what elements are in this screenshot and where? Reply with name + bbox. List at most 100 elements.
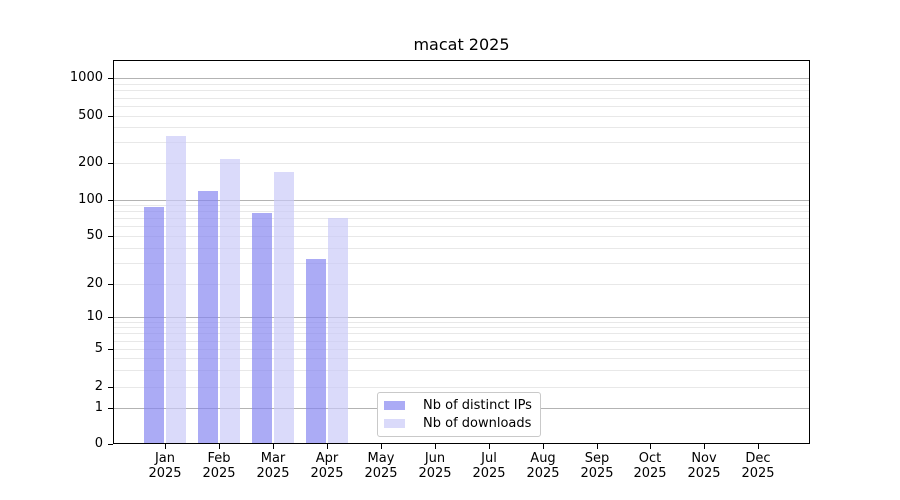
legend-label: Nb of downloads — [423, 415, 532, 431]
gridline-minor — [114, 263, 809, 264]
x-tick-month: Dec — [745, 451, 771, 466]
x-tick-mark — [758, 444, 759, 449]
x-tick-month: Feb — [207, 451, 231, 466]
x-tick-label: Feb 2025 — [187, 451, 251, 481]
legend-row: Nb of downloads — [384, 415, 532, 433]
y-tick-mark — [108, 200, 113, 201]
chart-title: macat 2025 — [413, 35, 510, 54]
y-tick-label: 100 — [78, 192, 103, 207]
x-tick-year: 2025 — [741, 466, 775, 481]
x-tick-mark — [381, 444, 382, 449]
gridline-minor — [114, 248, 809, 249]
y-tick-mark — [108, 163, 113, 164]
y-tick-mark — [108, 317, 113, 318]
gridline-major — [114, 78, 809, 79]
x-tick-label: Mar 2025 — [241, 451, 305, 481]
x-tick-year: 2025 — [364, 466, 398, 481]
legend-swatch-distinct-ips — [384, 401, 405, 411]
x-tick-month: Jun — [424, 451, 446, 466]
x-tick-month: Mar — [260, 451, 286, 466]
x-tick-mark — [165, 444, 166, 449]
x-tick-year: 2025 — [687, 466, 721, 481]
bar-downloads — [328, 218, 348, 443]
y-tick-label: 1000 — [69, 70, 103, 85]
gridline-minor — [114, 387, 809, 388]
legend: Nb of distinct IPs Nb of downloads — [377, 392, 541, 437]
gridline-minor — [114, 333, 809, 334]
y-tick-mark — [108, 408, 113, 409]
x-tick-label: Aug 2025 — [511, 451, 575, 481]
gridline-minor — [114, 327, 809, 328]
y-tick-label: 5 — [94, 341, 103, 356]
x-tick-mark — [704, 444, 705, 449]
y-tick-label: 10 — [86, 309, 103, 324]
gridline-major — [114, 200, 809, 201]
gridline-minor — [114, 84, 809, 85]
legend-label: Nb of distinct IPs — [423, 398, 532, 414]
x-tick-mark — [435, 444, 436, 449]
x-tick-mark — [543, 444, 544, 449]
gridline-minor — [114, 226, 809, 227]
x-tick-mark — [273, 444, 274, 449]
bar-downloads — [166, 136, 186, 443]
legend-row: Nb of distinct IPs — [384, 397, 532, 415]
x-tick-mark — [650, 444, 651, 449]
x-tick-label: Jul 2025 — [457, 451, 521, 481]
y-tick-label: 50 — [86, 228, 103, 243]
gridline-minor — [114, 322, 809, 323]
x-tick-year: 2025 — [526, 466, 560, 481]
gridline-minor — [114, 142, 809, 143]
bar-distinct-ips — [306, 259, 326, 443]
x-tick-month: Jul — [481, 451, 497, 466]
y-tick-mark — [108, 349, 113, 350]
y-tick-label: 200 — [78, 155, 103, 170]
x-tick-label: May 2025 — [349, 451, 413, 481]
plot-area — [113, 60, 810, 444]
x-tick-label: Apr 2025 — [295, 451, 359, 481]
x-tick-year: 2025 — [633, 466, 667, 481]
gridline-minor — [114, 98, 809, 99]
x-tick-month: Sep — [584, 451, 610, 466]
x-tick-month: Oct — [638, 451, 662, 466]
x-tick-label: Jan 2025 — [133, 451, 197, 481]
x-tick-year: 2025 — [418, 466, 452, 481]
gridline-minor — [114, 218, 809, 219]
x-tick-year: 2025 — [472, 466, 506, 481]
x-tick-label: Dec 2025 — [726, 451, 790, 481]
x-tick-month: Apr — [315, 451, 339, 466]
x-tick-mark — [219, 444, 220, 449]
gridline-minor — [114, 90, 809, 91]
gridline-minor — [114, 370, 809, 371]
y-tick-mark — [108, 444, 113, 445]
gridline-minor — [114, 341, 809, 342]
y-tick-label: 2 — [94, 379, 103, 394]
gridline-minor — [114, 236, 809, 237]
x-tick-label: Nov 2025 — [672, 451, 736, 481]
x-tick-label: Oct 2025 — [618, 451, 682, 481]
x-tick-label: Jun 2025 — [403, 451, 467, 481]
x-tick-month: Jan — [154, 451, 176, 466]
x-tick-mark — [489, 444, 490, 449]
gridline-minor — [114, 163, 809, 164]
legend-swatch-downloads — [384, 418, 405, 428]
y-tick-mark — [108, 387, 113, 388]
x-tick-year: 2025 — [148, 466, 182, 481]
bar-downloads — [220, 159, 240, 443]
bar-downloads — [274, 172, 294, 443]
x-tick-year: 2025 — [580, 466, 614, 481]
gridline-minor — [114, 284, 809, 285]
x-tick-label: Sep 2025 — [565, 451, 629, 481]
gridline-minor — [114, 349, 809, 350]
x-tick-year: 2025 — [202, 466, 236, 481]
y-tick-label: 500 — [78, 108, 103, 123]
gridline-minor — [114, 116, 809, 117]
x-tick-month: Aug — [530, 451, 556, 466]
gridline-minor — [114, 358, 809, 359]
y-tick-mark — [108, 78, 113, 79]
gridline-minor — [114, 205, 809, 206]
y-tick-mark — [108, 116, 113, 117]
x-tick-month: May — [367, 451, 395, 466]
gridline-minor — [114, 106, 809, 107]
y-tick-mark — [108, 236, 113, 237]
